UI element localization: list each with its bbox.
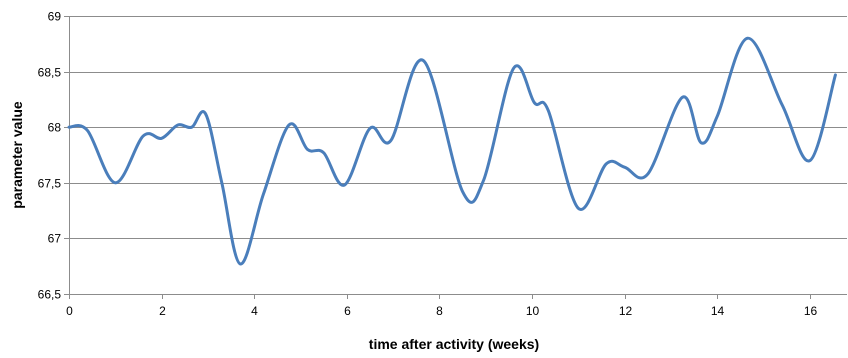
gridlines bbox=[69, 16, 847, 239]
series-line-0 bbox=[67, 36, 837, 266]
series-layer bbox=[67, 36, 837, 266]
x-tick-label: 8 bbox=[436, 304, 443, 318]
x-tick-label: 4 bbox=[251, 304, 258, 318]
y-tick-label: 68 bbox=[48, 121, 62, 135]
y-tick-label: 67,5 bbox=[38, 177, 62, 191]
x-tick-label: 10 bbox=[526, 304, 540, 318]
x-axis-title: time after activity (weeks) bbox=[369, 336, 539, 352]
y-axis-title: parameter value bbox=[9, 101, 25, 209]
x-tick-label: 16 bbox=[804, 304, 818, 318]
axes bbox=[64, 16, 847, 299]
x-tick-label: 0 bbox=[66, 304, 73, 318]
x-tick-label: 6 bbox=[344, 304, 351, 318]
y-tick-label: 67 bbox=[48, 232, 62, 246]
y-tick-label: 66,5 bbox=[38, 288, 62, 302]
y-tick-label: 69 bbox=[48, 10, 62, 24]
x-tick-label: 14 bbox=[711, 304, 725, 318]
x-tick-label: 2 bbox=[159, 304, 166, 318]
x-tick-label: 12 bbox=[619, 304, 633, 318]
y-tick-label: 68,5 bbox=[38, 66, 62, 80]
